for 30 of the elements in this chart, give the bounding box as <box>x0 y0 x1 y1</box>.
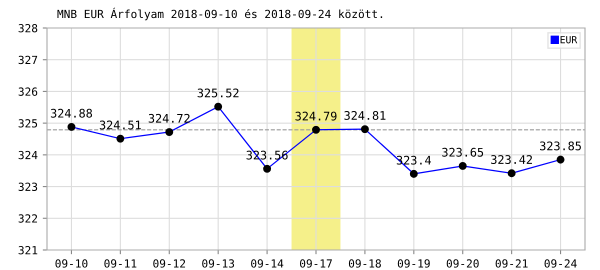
x-tick-label: 09-14 <box>251 259 284 268</box>
x-tick-label: 09-12 <box>153 259 186 268</box>
y-tick-label: 325 <box>18 119 38 128</box>
x-tick-label: 09-20 <box>446 259 479 268</box>
data-label: 324.79 <box>295 112 337 121</box>
x-tick-label: 09-13 <box>202 259 234 268</box>
data-label: 323.65 <box>442 148 484 157</box>
x-tick-label: 09-18 <box>348 259 381 268</box>
data-label: 324.72 <box>148 114 190 123</box>
legend-label: EUR <box>560 36 578 44</box>
y-tick-label: 324 <box>18 150 38 160</box>
data-label: 325.52 <box>198 88 238 98</box>
y-tick-label: 322 <box>18 214 38 223</box>
x-tick-label: 09-11 <box>104 259 136 268</box>
y-tick-label: 321 <box>18 246 38 254</box>
x-tick-label: 09-17 <box>300 259 332 268</box>
x-tick-label: 09-10 <box>55 259 88 268</box>
y-tick-label: 323 <box>18 182 38 191</box>
x-tick-label: 09-21 <box>496 259 528 268</box>
x-tick-label: 09-19 <box>398 259 430 268</box>
y-tick-label: 326 <box>18 87 38 96</box>
data-label: 323.85 <box>540 141 581 150</box>
x-tick-label: 09-24 <box>544 259 577 268</box>
data-label: 323.42 <box>491 155 532 164</box>
data-label: 324.88 <box>50 108 92 118</box>
chart-title: MNB EUR Árfolyam 2018-09-10 és 2018-09-24 között. <box>57 8 382 20</box>
y-tick-label: 328 <box>18 24 38 32</box>
data-label: 324.51 <box>100 120 141 130</box>
data-label: 324.81 <box>344 111 386 120</box>
y-tick-label: 327 <box>18 56 38 64</box>
